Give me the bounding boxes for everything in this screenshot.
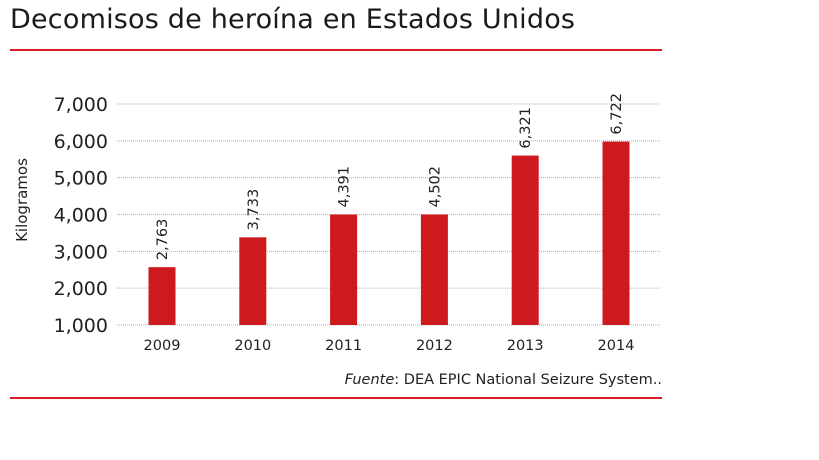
- title-rule: [10, 49, 662, 51]
- x-tick-label: 2010: [234, 338, 271, 354]
- bar: [420, 214, 448, 325]
- y-tick-label: 6,000: [54, 131, 108, 153]
- source-note: Fuente: DEA EPIC National Seizure System…: [345, 372, 662, 388]
- bar: [239, 237, 267, 325]
- data-label: 6,321: [518, 107, 534, 149]
- bar: [148, 267, 176, 325]
- y-tick-label: 3,000: [54, 241, 108, 263]
- x-tick-label: 2011: [325, 338, 362, 354]
- data-label: 3,733: [246, 189, 262, 231]
- source-prefix: Fuente: [344, 372, 395, 388]
- data-label: 6,722: [609, 93, 625, 135]
- y-tick-label: 2,000: [54, 278, 108, 300]
- x-tick-label: 2012: [416, 338, 453, 354]
- y-tick-label: 5,000: [54, 168, 108, 190]
- bar: [511, 155, 539, 325]
- bar: [602, 141, 630, 325]
- y-tick-label: 4,000: [54, 205, 108, 227]
- data-label: 2,763: [155, 219, 171, 261]
- data-label: 4,502: [427, 166, 443, 208]
- data-label: 4,391: [337, 166, 353, 208]
- chart-title: Decomisos de heroína en Estados Unidos: [10, 4, 576, 35]
- y-axis-label: Kilogramos: [13, 158, 31, 242]
- source-text: : DEA EPIC National Seizure System..: [394, 372, 662, 388]
- x-tick-label: 2014: [598, 338, 635, 354]
- x-tick-label: 2013: [507, 338, 544, 354]
- y-tick-label: 1,000: [54, 315, 108, 337]
- y-tick-label: 7,000: [54, 94, 108, 116]
- x-tick-label: 2009: [144, 338, 181, 354]
- bar: [330, 214, 358, 325]
- bottom-rule: [10, 397, 662, 399]
